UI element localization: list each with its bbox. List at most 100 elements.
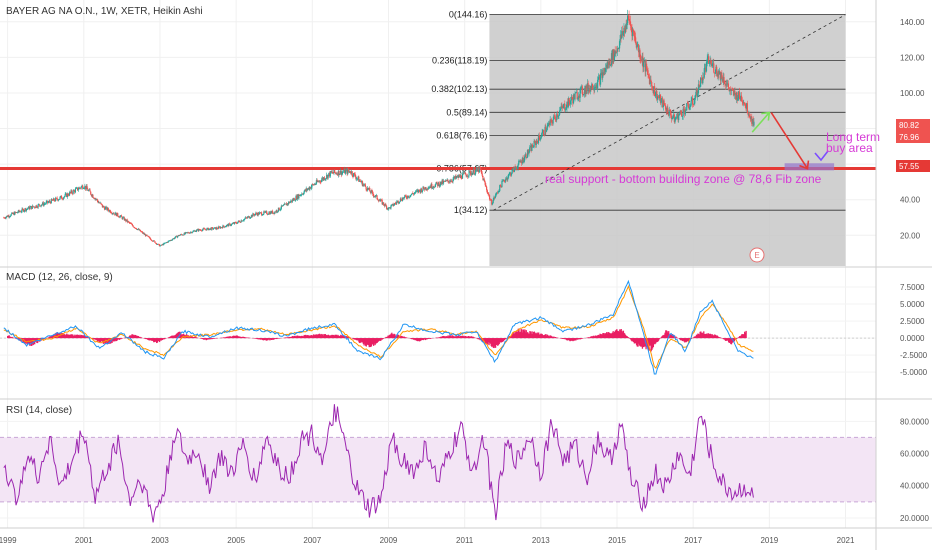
macd-histogram-bar xyxy=(447,335,449,339)
candle-body xyxy=(624,27,626,33)
candle-body xyxy=(303,191,305,195)
candle-body xyxy=(518,160,520,165)
macd-histogram-bar xyxy=(333,334,335,339)
candle-body xyxy=(90,194,93,197)
macd-histogram-bar xyxy=(130,335,132,339)
macd-histogram-bar xyxy=(131,334,134,339)
candle-body xyxy=(407,195,410,198)
candle-body xyxy=(131,224,133,226)
macd-histogram-bar xyxy=(445,336,447,339)
macd-histogram-bar xyxy=(569,338,571,342)
candle-body xyxy=(22,208,24,210)
candle-body xyxy=(156,244,158,245)
macd-histogram-bar xyxy=(353,338,355,340)
candle-body xyxy=(117,216,120,217)
macd-histogram-bar xyxy=(485,338,487,343)
macd-histogram-bar xyxy=(331,334,333,339)
candle-body xyxy=(293,198,296,201)
candle-body xyxy=(215,227,217,230)
macd-histogram-bar xyxy=(662,335,664,339)
candle-body xyxy=(252,213,254,217)
macd-histogram-bar xyxy=(310,335,312,339)
candle-body xyxy=(147,235,149,237)
candle-body xyxy=(569,101,571,105)
candle-body xyxy=(12,212,14,214)
macd-histogram-bar xyxy=(488,338,490,346)
macd-histogram-bar xyxy=(117,338,119,340)
candle-body xyxy=(377,200,380,202)
candle-body xyxy=(6,215,9,217)
macd-histogram-bar xyxy=(686,338,688,342)
candle-body xyxy=(355,176,357,180)
macd-histogram-bar xyxy=(451,335,454,339)
earnings-event-marker[interactable] xyxy=(749,247,765,263)
candle-body xyxy=(413,192,415,195)
symbol-title: BAYER AG NA O.N., 1W, XETR, Heikin Ashi xyxy=(6,6,203,17)
macd-histogram-bar xyxy=(687,338,690,342)
macd-histogram-bar xyxy=(620,328,622,339)
candle-body xyxy=(740,95,742,100)
macd-panel[interactable]: MACD (12, 26, close, 9) 7.50005.00002.50… xyxy=(0,272,928,377)
candle-body xyxy=(651,82,653,87)
macd-histogram-bar xyxy=(55,332,58,339)
candle-body xyxy=(511,169,513,174)
macd-histogram-bar xyxy=(652,338,655,348)
macd-histogram-bar xyxy=(605,333,607,339)
macd-histogram-bar xyxy=(497,338,499,346)
candle-body xyxy=(638,50,640,53)
candle-body xyxy=(494,197,496,198)
rsi-panel[interactable]: RSI (14, close) 80.000060.000040.000020.… xyxy=(0,404,929,523)
candle-body xyxy=(585,85,587,95)
candle-body xyxy=(228,223,231,225)
candle-body xyxy=(719,71,721,81)
candle-body xyxy=(6,215,8,217)
macd-histogram-bar xyxy=(672,334,674,339)
time-axis[interactable]: 1999 2001 2003 2005 2007 2009 2011 2013 2015 2017… xyxy=(0,536,855,545)
macd-histogram-bar xyxy=(336,335,338,339)
macd-histogram-bar xyxy=(202,338,205,340)
macd-histogram-bar xyxy=(245,337,247,339)
macd-histogram-bar xyxy=(610,333,612,339)
candle-body xyxy=(496,192,498,194)
candle-body xyxy=(211,227,213,229)
macd-histogram-bar xyxy=(687,338,689,342)
macd-histogram-bar xyxy=(353,338,356,340)
price-panel[interactable]: 0(144.16)0.236(118.19)0.382(102.13)0.5(8… xyxy=(0,0,930,528)
candle-body xyxy=(312,184,314,186)
macd-histogram-bar xyxy=(53,334,55,339)
macd-histogram-bar xyxy=(712,335,714,339)
macd-histogram-bar xyxy=(224,337,226,339)
candle-body xyxy=(248,216,250,219)
macd-histogram-bar xyxy=(380,338,382,341)
candle-body xyxy=(405,196,407,198)
macd-histogram-bar xyxy=(69,335,71,339)
macd-histogram-bar xyxy=(642,338,644,348)
candle-body xyxy=(713,72,716,74)
macd-histogram-bar xyxy=(69,334,72,339)
projection-up-arrow[interactable] xyxy=(751,112,770,133)
trendline[interactable] xyxy=(493,14,846,211)
candle-body xyxy=(724,83,727,86)
macd-histogram-bar xyxy=(471,336,473,339)
macd-histogram-bar xyxy=(384,337,386,339)
last-price-badge: 80.82 xyxy=(896,119,930,131)
candle-body xyxy=(722,77,724,82)
macd-histogram-bar xyxy=(11,336,13,339)
candle-body xyxy=(98,202,100,204)
buy-zone-box[interactable] xyxy=(784,163,835,171)
candle-body xyxy=(498,190,500,192)
candle-body xyxy=(262,214,264,215)
candle-body xyxy=(57,199,59,201)
macd-histogram-bar xyxy=(657,338,660,341)
macd-histogram-bar xyxy=(340,335,343,339)
candle-body xyxy=(188,232,190,234)
projection-down-arrow[interactable] xyxy=(770,112,809,170)
candle-body xyxy=(167,241,169,243)
candle-body xyxy=(165,242,167,244)
candle-body xyxy=(662,98,664,107)
macd-histogram-bar xyxy=(311,335,313,339)
candle-body xyxy=(155,242,157,244)
macd-histogram-bar xyxy=(444,336,446,339)
candle-body xyxy=(170,240,172,241)
